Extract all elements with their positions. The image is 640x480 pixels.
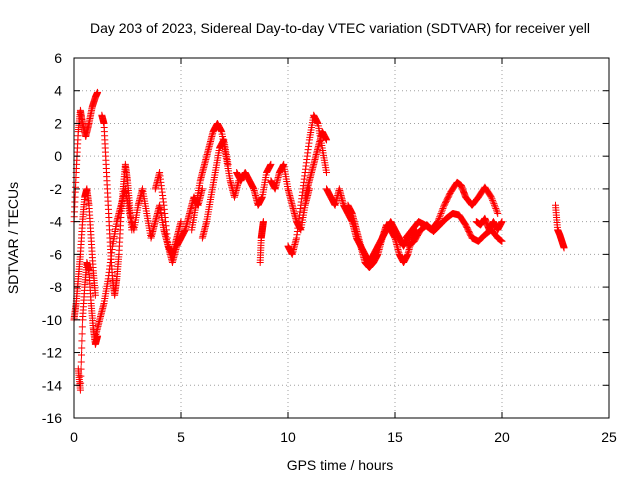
- x-tick-label: 25: [601, 429, 617, 445]
- x-tick-label: 15: [387, 429, 403, 445]
- x-tick-label: 10: [280, 429, 296, 445]
- y-tick-label: -4: [50, 214, 63, 230]
- data-point: [78, 330, 86, 338]
- y-tick-label: -2: [50, 181, 63, 197]
- series-segment: [188, 119, 243, 234]
- data-point: [78, 323, 86, 331]
- axis-ticks: 0 5 10 15 20 25 -16 -14 -12 -10 -8 -6 -4 -2 0 2 4 6: [42, 50, 617, 445]
- data-point: [439, 205, 447, 213]
- data-point: [77, 372, 85, 380]
- data-point: [436, 213, 444, 221]
- data-point: [91, 291, 99, 299]
- data-point: [560, 244, 568, 252]
- data-point: [488, 195, 496, 203]
- data-point: [490, 200, 498, 208]
- data-point: [492, 205, 500, 213]
- series-segment: [198, 136, 232, 242]
- y-tick-label: -16: [42, 410, 62, 426]
- data-point: [77, 365, 85, 373]
- chart-title: Day 203 of 2023, Sidereal Day-to-day VTE…: [90, 20, 590, 36]
- y-tick-label: 6: [54, 50, 62, 66]
- series-segment: [344, 201, 412, 267]
- series-segment: [256, 218, 267, 267]
- y-tick-label: -12: [42, 345, 62, 361]
- data-point: [491, 203, 499, 211]
- x-tick-label: 20: [494, 429, 510, 445]
- series-segment: [70, 88, 102, 226]
- data-point: [177, 218, 185, 226]
- y-tick-label: -8: [50, 279, 63, 295]
- x-tick-label: 0: [70, 429, 78, 445]
- data-point: [198, 185, 206, 193]
- data-point: [78, 337, 86, 345]
- series-segment: [301, 128, 331, 201]
- data-point: [77, 379, 85, 387]
- plot-frame: [73, 57, 610, 419]
- data-point: [437, 209, 445, 217]
- data-point: [77, 358, 85, 366]
- data-point: [440, 203, 448, 211]
- y-axis-label: SDTVAR / TECUs: [5, 182, 21, 294]
- series-segment: [404, 209, 506, 250]
- data-point: [259, 218, 267, 226]
- data-point: [494, 209, 502, 217]
- x-tick-label: 5: [177, 429, 185, 445]
- data-point: [78, 344, 86, 352]
- data-points: [70, 88, 568, 394]
- data-point: [489, 198, 497, 206]
- data-point: [94, 88, 102, 96]
- y-tick-label: 4: [54, 83, 62, 99]
- y-tick-label: 2: [54, 115, 62, 131]
- data-point: [498, 237, 506, 245]
- data-point: [493, 208, 501, 216]
- series-segment: [267, 160, 313, 234]
- data-point: [492, 206, 500, 214]
- data-point: [76, 386, 84, 394]
- y-tick-label: -10: [42, 312, 62, 328]
- data-point: [438, 206, 446, 214]
- data-point: [436, 211, 444, 219]
- data-point: [491, 201, 499, 209]
- data-point: [323, 169, 331, 177]
- data-point: [267, 160, 275, 168]
- data-point: [438, 208, 446, 216]
- series-segment: [472, 214, 506, 234]
- data-point: [435, 214, 443, 222]
- series-segment: [233, 160, 275, 209]
- x-axis-label: GPS time / hours: [287, 457, 394, 473]
- data-point: [487, 193, 495, 201]
- series-segment: [552, 201, 568, 252]
- data-point: [323, 136, 331, 144]
- series-segment: [284, 111, 331, 258]
- y-tick-label: -14: [42, 377, 62, 393]
- data-point: [77, 351, 85, 359]
- series-segment: [70, 185, 99, 324]
- series-segment: [74, 259, 102, 394]
- data-point: [498, 218, 506, 226]
- y-tick-label: 0: [54, 148, 62, 164]
- data-point: [224, 160, 232, 168]
- data-point: [489, 196, 497, 204]
- y-tick-label: -6: [50, 246, 63, 262]
- data-point: [434, 216, 442, 224]
